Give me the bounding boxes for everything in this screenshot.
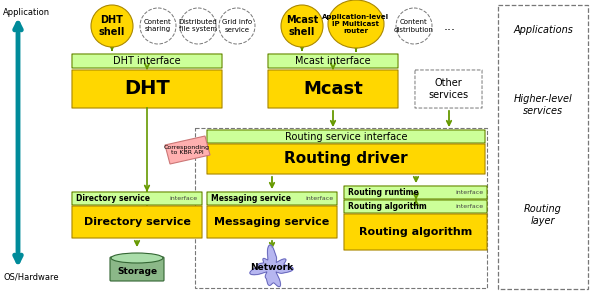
FancyBboxPatch shape bbox=[344, 214, 487, 250]
FancyBboxPatch shape bbox=[207, 206, 337, 238]
Text: interface: interface bbox=[305, 196, 333, 201]
Text: interface: interface bbox=[455, 190, 483, 195]
Text: interface: interface bbox=[170, 196, 198, 201]
Text: Directory service: Directory service bbox=[83, 217, 190, 227]
FancyBboxPatch shape bbox=[344, 186, 487, 199]
Ellipse shape bbox=[328, 0, 384, 48]
Text: Application: Application bbox=[3, 8, 50, 17]
Text: Grid info
service: Grid info service bbox=[222, 20, 252, 33]
FancyBboxPatch shape bbox=[110, 257, 164, 281]
Text: DHT: DHT bbox=[124, 79, 170, 98]
FancyBboxPatch shape bbox=[344, 200, 487, 213]
Ellipse shape bbox=[219, 8, 255, 44]
Ellipse shape bbox=[180, 8, 216, 44]
FancyBboxPatch shape bbox=[72, 206, 202, 238]
FancyBboxPatch shape bbox=[268, 70, 398, 108]
Text: Routing service interface: Routing service interface bbox=[285, 132, 407, 141]
Text: DHT interface: DHT interface bbox=[113, 56, 181, 66]
FancyBboxPatch shape bbox=[207, 130, 485, 143]
Text: Routing algorithm: Routing algorithm bbox=[359, 227, 472, 237]
Text: Messaging service: Messaging service bbox=[214, 217, 330, 227]
Text: Corresponding
to KBR API: Corresponding to KBR API bbox=[164, 144, 210, 155]
FancyBboxPatch shape bbox=[72, 54, 222, 68]
Text: DHT
shell: DHT shell bbox=[99, 15, 125, 37]
Text: Higher-level
services: Higher-level services bbox=[513, 94, 572, 116]
Ellipse shape bbox=[140, 8, 176, 44]
Text: Mcast: Mcast bbox=[303, 80, 363, 98]
Text: Messaging service: Messaging service bbox=[211, 194, 291, 203]
Text: Network: Network bbox=[250, 263, 293, 272]
FancyBboxPatch shape bbox=[415, 70, 482, 108]
Text: Application-level
IP Multicast
router: Application-level IP Multicast router bbox=[322, 14, 390, 34]
Text: Applications: Applications bbox=[513, 25, 573, 35]
Bar bbox=[498, 5, 588, 289]
FancyBboxPatch shape bbox=[72, 70, 222, 108]
Text: ...: ... bbox=[444, 20, 456, 33]
FancyBboxPatch shape bbox=[207, 192, 337, 205]
Text: Directory service: Directory service bbox=[76, 194, 150, 203]
Text: Content
sharing: Content sharing bbox=[144, 20, 172, 33]
Text: interface: interface bbox=[455, 204, 483, 209]
Ellipse shape bbox=[396, 8, 432, 44]
Text: OS/Hardware: OS/Hardware bbox=[3, 272, 59, 281]
Text: Storage: Storage bbox=[117, 266, 157, 275]
Bar bbox=[195, 128, 487, 288]
Text: Other
services: Other services bbox=[428, 78, 469, 100]
Text: Routing driver: Routing driver bbox=[284, 151, 408, 166]
Text: Routing algorithm: Routing algorithm bbox=[348, 202, 427, 211]
Text: Routing
layer: Routing layer bbox=[524, 204, 562, 226]
Ellipse shape bbox=[281, 5, 323, 47]
FancyBboxPatch shape bbox=[207, 144, 485, 174]
FancyBboxPatch shape bbox=[72, 192, 202, 205]
Text: Mcast interface: Mcast interface bbox=[295, 56, 371, 66]
Text: Mcast
shell: Mcast shell bbox=[286, 15, 318, 37]
Ellipse shape bbox=[111, 253, 163, 263]
Text: Content
distribution: Content distribution bbox=[394, 20, 434, 33]
Text: Distributed
file system: Distributed file system bbox=[178, 20, 217, 33]
FancyBboxPatch shape bbox=[268, 54, 398, 68]
Polygon shape bbox=[250, 245, 293, 287]
Text: Routing runtime: Routing runtime bbox=[348, 188, 419, 197]
Ellipse shape bbox=[91, 5, 133, 47]
Polygon shape bbox=[165, 136, 210, 164]
